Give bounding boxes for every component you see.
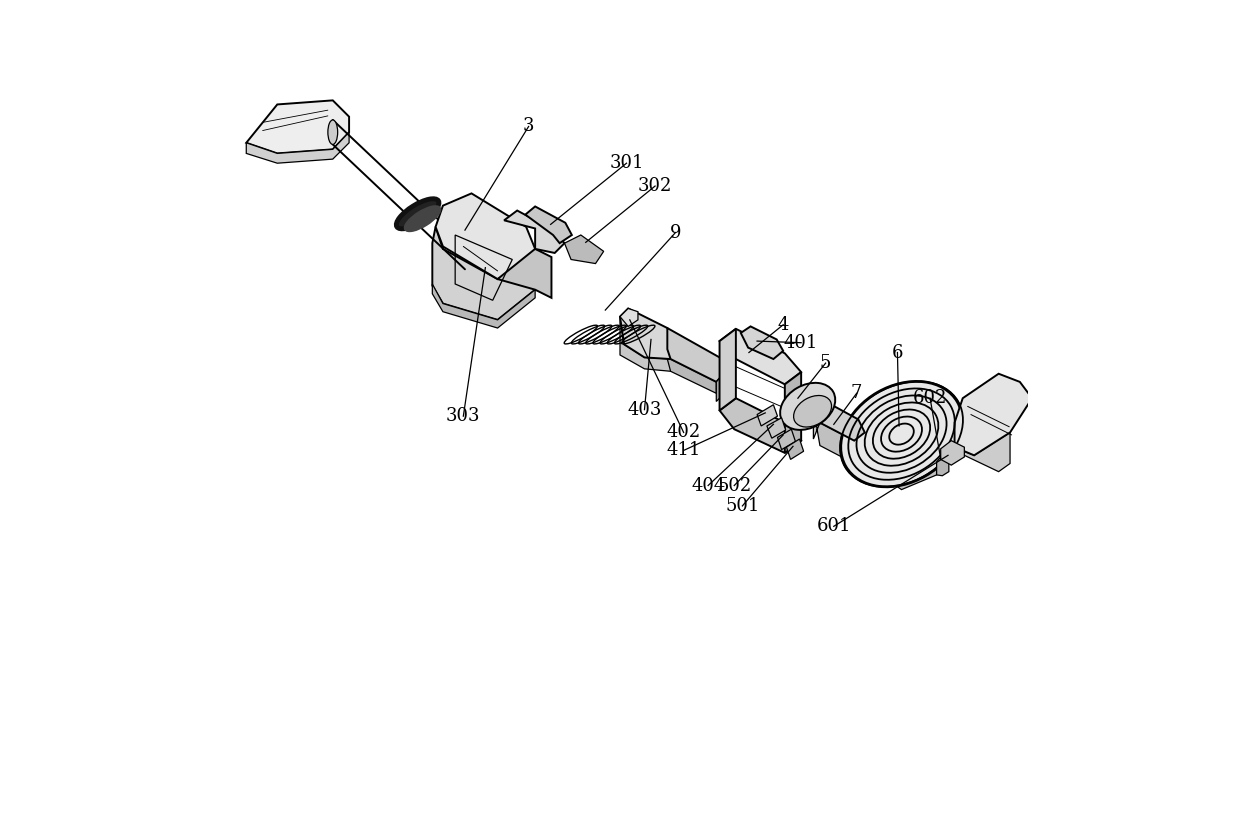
Polygon shape (620, 317, 671, 371)
Polygon shape (247, 132, 350, 163)
Text: 401: 401 (784, 334, 818, 352)
Text: 301: 301 (609, 154, 644, 172)
Text: 502: 502 (717, 477, 751, 494)
Ellipse shape (841, 381, 962, 487)
Polygon shape (564, 235, 604, 264)
Polygon shape (667, 328, 727, 382)
Polygon shape (505, 211, 564, 253)
Polygon shape (936, 455, 949, 476)
Text: 6: 6 (892, 344, 903, 361)
Polygon shape (777, 429, 795, 450)
Text: 403: 403 (627, 401, 662, 419)
Polygon shape (955, 432, 1011, 472)
Polygon shape (867, 452, 936, 490)
Polygon shape (667, 359, 717, 393)
Polygon shape (785, 372, 801, 453)
Polygon shape (941, 441, 965, 465)
Polygon shape (719, 398, 801, 453)
Polygon shape (955, 374, 1032, 455)
Text: 9: 9 (670, 224, 681, 242)
Text: 601: 601 (817, 517, 851, 535)
Ellipse shape (397, 199, 439, 228)
Text: 3: 3 (523, 118, 534, 135)
Ellipse shape (780, 383, 836, 430)
Polygon shape (717, 371, 727, 401)
Polygon shape (497, 249, 552, 298)
Text: 302: 302 (637, 177, 672, 195)
Text: 402: 402 (667, 424, 701, 441)
Polygon shape (433, 206, 536, 320)
Ellipse shape (404, 206, 440, 231)
Text: 4: 4 (777, 316, 789, 334)
Polygon shape (766, 418, 786, 438)
Polygon shape (786, 439, 804, 459)
Polygon shape (719, 329, 735, 410)
Text: 303: 303 (446, 407, 481, 425)
Polygon shape (433, 284, 536, 328)
Polygon shape (526, 206, 572, 243)
Polygon shape (247, 100, 350, 153)
Polygon shape (620, 308, 637, 326)
Polygon shape (719, 329, 801, 384)
Ellipse shape (794, 396, 832, 427)
Text: 501: 501 (725, 497, 760, 515)
Polygon shape (620, 308, 678, 359)
Text: 7: 7 (851, 384, 862, 402)
Polygon shape (435, 193, 536, 279)
Text: 602: 602 (913, 389, 947, 407)
Text: 411: 411 (666, 441, 701, 459)
Polygon shape (813, 408, 854, 463)
Text: 5: 5 (820, 354, 831, 372)
Polygon shape (740, 326, 784, 359)
Polygon shape (813, 401, 864, 441)
Ellipse shape (327, 120, 337, 144)
Polygon shape (758, 405, 777, 426)
Text: 404: 404 (691, 477, 725, 494)
